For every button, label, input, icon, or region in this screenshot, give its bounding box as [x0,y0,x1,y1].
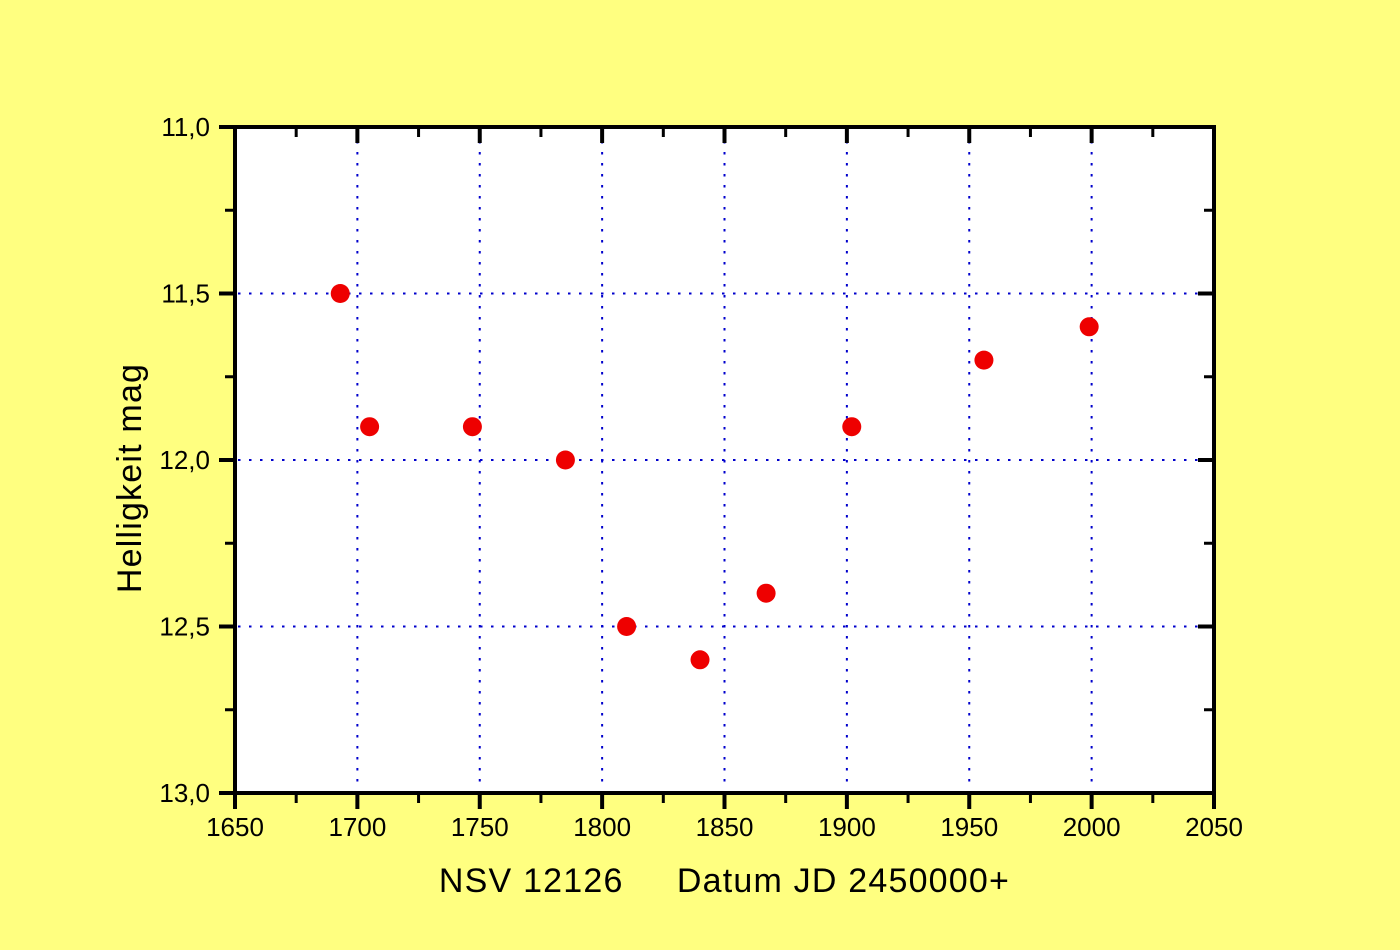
x-tick-label: 1900 [818,812,876,842]
y-tick-label: 12,5 [159,612,210,642]
x-tick-label: 1800 [573,812,631,842]
data-point [974,350,994,370]
data-point [360,417,380,437]
y-tick-label: 12,0 [159,445,210,475]
x-tick-label: 1650 [206,812,264,842]
x-tick-label: 1750 [451,812,509,842]
data-point [617,617,637,636]
data-point [462,417,482,437]
y-tick-label: 11,0 [161,112,210,142]
y-tick-label: 11,5 [161,279,210,309]
x-tick-label: 1850 [696,812,754,842]
x-tick-label: 2050 [1185,812,1243,842]
x-tick-label: 1700 [328,812,386,842]
data-point [842,417,862,437]
x-axis-title: NSV 12126 Datum JD 2450000+ [438,862,1011,900]
y-tick-label: 13,0 [159,778,210,808]
x-tick-label: 2000 [1063,812,1121,842]
data-point [1079,317,1099,337]
y-axis-title: Helligkeit mag [111,362,149,594]
data-point [756,583,776,603]
data-point [555,450,575,470]
x-tick-label: 1950 [940,812,998,842]
data-point [690,650,710,670]
data-point [330,284,350,303]
